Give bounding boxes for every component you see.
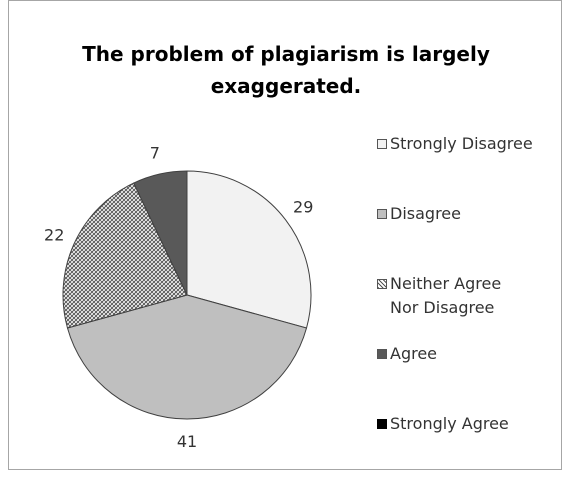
data-label: 29: [293, 198, 313, 217]
legend-item-neither: Neither Agree Nor Disagree: [377, 272, 501, 320]
pie-slice-neither-agree-nor-disagree: [62, 182, 188, 329]
data-label: 22: [44, 225, 64, 244]
legend-label: Strongly Agree: [390, 414, 509, 433]
legend-item-strongly-agree: Strongly Agree: [377, 412, 509, 436]
pie-slice-strongly-disagree: [186, 170, 312, 329]
pie-slices: [62, 170, 312, 420]
legend-swatch: [377, 279, 387, 289]
legend-item-strongly-disagree: Strongly Disagree: [377, 132, 533, 156]
pie-slice-disagree: [66, 294, 308, 420]
legend-swatch: [377, 139, 387, 149]
legend-label: Agree: [390, 344, 438, 363]
data-label: 41: [177, 432, 197, 451]
pie-data-labels: 29 41 22 7: [44, 144, 313, 451]
legend-label: Neither Agree Nor Disagree: [390, 274, 502, 317]
legend-label: Disagree: [390, 204, 461, 223]
chart-title: The problem of plagiarism is largely exa…: [82, 42, 490, 98]
legend-swatch: [377, 209, 387, 219]
legend-item-agree: Agree: [377, 342, 437, 366]
legend-swatch: [377, 349, 387, 359]
pie-slice-agree: [133, 170, 188, 296]
legend-item-disagree: Disagree: [377, 202, 461, 226]
legend-swatch: [377, 419, 387, 429]
data-label: 7: [150, 144, 160, 163]
legend-label: Strongly Disagree: [390, 134, 533, 153]
